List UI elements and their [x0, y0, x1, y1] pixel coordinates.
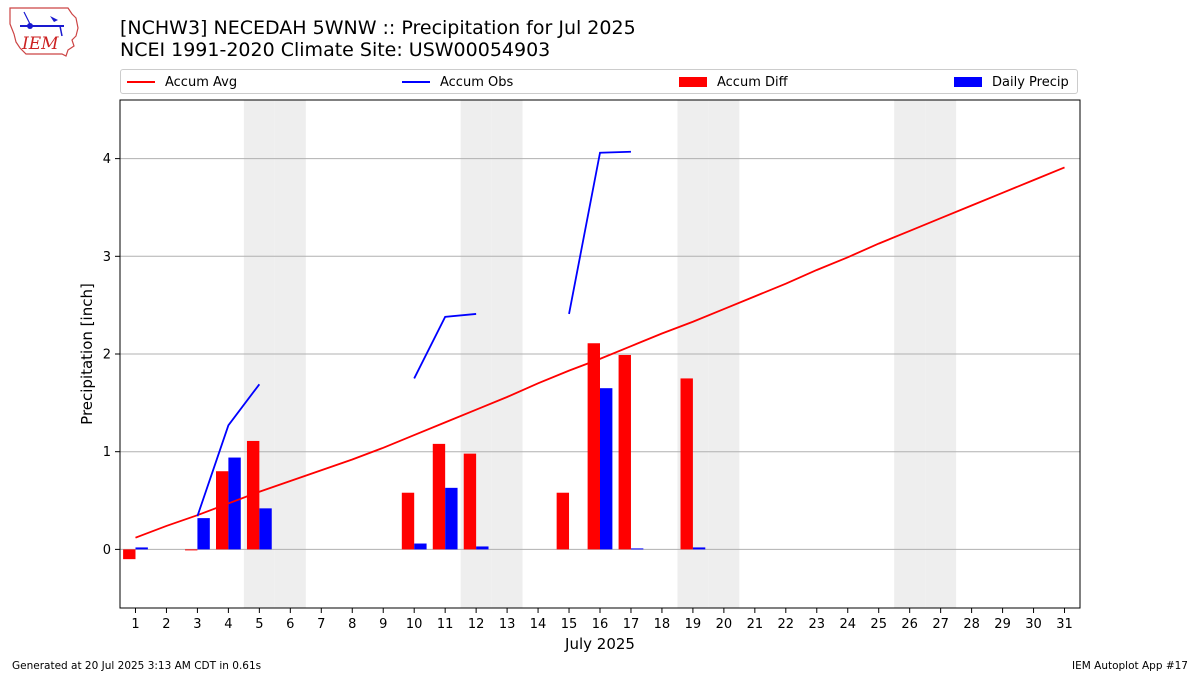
- y-tick-label-3: 3: [103, 250, 111, 265]
- x-tick-label-23: 23: [809, 617, 826, 632]
- x-tick-label-30: 30: [1025, 617, 1042, 632]
- app-footer: IEM Autoplot App #17: [1072, 660, 1188, 672]
- accum-diff-bar-16: [587, 343, 600, 550]
- logo-text: IEM: [21, 34, 59, 54]
- legend-swatch-accum-diff: [679, 77, 707, 87]
- accum-diff-bar-4: [216, 471, 229, 550]
- accum-diff-bar-12: [463, 453, 477, 550]
- x-tick-label-25: 25: [870, 617, 887, 632]
- x-tick-label-29: 29: [994, 617, 1011, 632]
- y-tick-label-0: 0: [103, 543, 111, 558]
- x-tick-label-4: 4: [224, 617, 232, 632]
- daily-precip-bar-5: [259, 508, 272, 550]
- x-tick-label-8: 8: [348, 617, 356, 632]
- x-tick-label-13: 13: [499, 617, 516, 632]
- accum-obs-line-segment-2: [413, 313, 477, 379]
- accum-diff-bar-17: [618, 354, 631, 550]
- x-tick-label-26: 26: [901, 617, 918, 632]
- x-tick-label-27: 27: [932, 617, 949, 632]
- daily-precip-bar-17: [630, 548, 644, 550]
- daily-precip-bar-3: [197, 518, 210, 550]
- x-tick-label-10: 10: [406, 617, 423, 632]
- accum-diff-bar-19: [680, 378, 693, 550]
- iem-logo: IEM: [6, 4, 82, 60]
- chart-title: [NCHW3] NECEDAH 5WNW :: Precipitation fo…: [120, 17, 636, 61]
- y-axis-label: Precipitation [inch]: [78, 283, 96, 425]
- legend-label-accum-avg: Accum Avg: [165, 74, 238, 90]
- legend-accum-diff: Accum Diff: [679, 70, 788, 94]
- legend-accum-avg: Accum Avg: [127, 70, 237, 94]
- accum-diff-bar-15: [556, 492, 570, 550]
- x-tick-label-28: 28: [963, 617, 980, 632]
- x-tick-label-21: 21: [747, 617, 764, 632]
- legend-label-daily-precip: Daily Precip: [992, 74, 1069, 90]
- x-tick-label-3: 3: [193, 617, 201, 632]
- title-line-1: [NCHW3] NECEDAH 5WNW :: Precipitation fo…: [120, 17, 636, 39]
- legend-label-accum-obs: Accum Obs: [440, 74, 514, 90]
- y-tick-label-2: 2: [103, 348, 111, 363]
- x-tick-label-7: 7: [317, 617, 325, 632]
- x-tick-label-17: 17: [623, 617, 640, 632]
- accum-diff-bar-11: [432, 443, 446, 550]
- legend-daily-precip: Daily Precip: [954, 70, 1069, 94]
- accum-diff-bar-1: [123, 549, 136, 560]
- x-tick-label-20: 20: [716, 617, 733, 632]
- x-tick-label-14: 14: [530, 617, 547, 632]
- x-tick-label-6: 6: [286, 617, 294, 632]
- x-tick-label-11: 11: [437, 617, 454, 632]
- y-tick-label-1: 1: [103, 445, 111, 460]
- x-tick-label-31: 31: [1056, 617, 1073, 632]
- x-tick-label-12: 12: [468, 617, 485, 632]
- y-tick-label-4: 4: [103, 152, 111, 167]
- x-tick-label-19: 19: [685, 617, 702, 632]
- daily-precip-bar-12: [476, 546, 489, 550]
- daily-precip-bar-19: [692, 547, 706, 550]
- x-axis-label: July 2025: [564, 635, 635, 653]
- x-tick-label-15: 15: [561, 617, 578, 632]
- accum-obs-line-segment-1: [196, 383, 261, 517]
- x-tick-label-5: 5: [255, 617, 263, 632]
- daily-precip-bar-4: [228, 457, 241, 550]
- legend-swatch-accum-avg: [127, 81, 155, 83]
- accum-diff-bar-3: [185, 549, 198, 551]
- accum-obs-line-segment-3: [568, 150, 631, 315]
- x-tick-label-18: 18: [654, 617, 671, 632]
- x-tick-label-22: 22: [778, 617, 795, 632]
- legend-label-accum-diff: Accum Diff: [717, 74, 788, 90]
- accum-diff-bar-10: [401, 492, 415, 550]
- accum-diff-bar-5: [246, 440, 260, 550]
- daily-precip-bar-1: [135, 547, 148, 550]
- chart-legend: Accum Avg Accum Obs Accum Diff Daily Pre…: [120, 69, 1078, 94]
- x-tick-label-24: 24: [839, 617, 856, 632]
- daily-precip-bar-16: [600, 388, 613, 550]
- x-tick-label-16: 16: [592, 617, 609, 632]
- daily-precip-bar-11: [445, 487, 458, 550]
- legend-swatch-accum-obs: [402, 81, 430, 83]
- title-line-2: NCEI 1991-2020 Climate Site: USW00054903: [120, 39, 551, 61]
- legend-swatch-daily-precip: [954, 77, 982, 87]
- x-tick-label-2: 2: [162, 617, 170, 632]
- daily-precip-bar-10: [414, 543, 427, 550]
- x-tick-label-9: 9: [379, 617, 387, 632]
- x-tick-label-1: 1: [131, 617, 139, 632]
- accum-avg-line: [135, 166, 1065, 539]
- legend-accum-obs: Accum Obs: [402, 70, 513, 94]
- generated-footer: Generated at 20 Jul 2025 3:13 AM CDT in …: [12, 660, 262, 672]
